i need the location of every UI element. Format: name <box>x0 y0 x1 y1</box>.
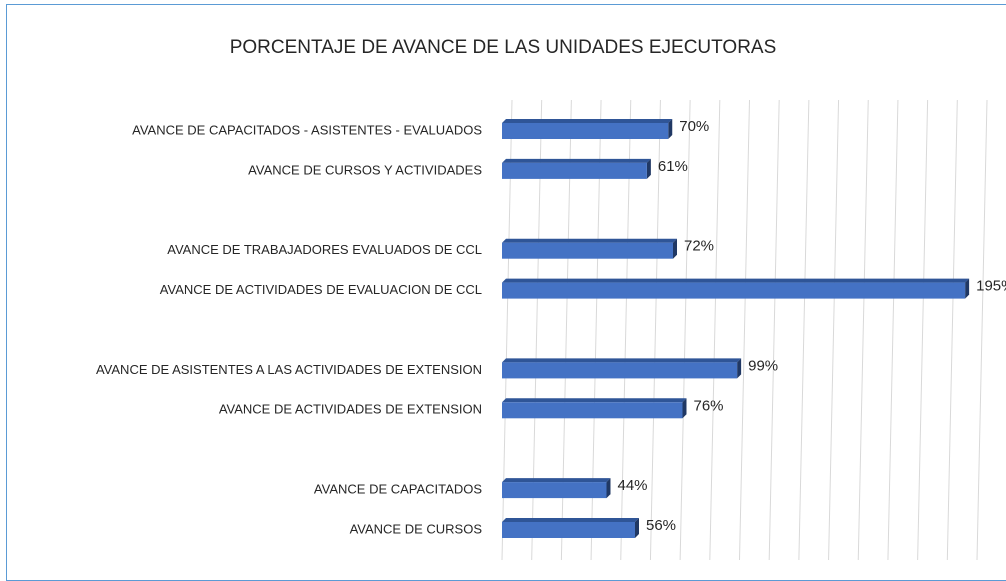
chart-title: PORCENTAJE DE AVANCE DE LAS UNIDADES EJE… <box>230 37 777 58</box>
data-label: 195% <box>976 278 1006 295</box>
bar-side <box>737 358 742 379</box>
bar-front <box>502 123 669 139</box>
bar-front <box>502 162 647 179</box>
bar-top <box>502 278 970 283</box>
data-label: 44% <box>618 477 648 494</box>
y-tick-label: AVANCE DE CURSOS <box>350 521 483 536</box>
bar-top <box>502 398 687 403</box>
grid-line <box>857 99 869 561</box>
data-label: 76% <box>694 397 724 414</box>
grid-line <box>768 99 780 561</box>
grid-line <box>679 99 691 561</box>
bar-side <box>646 158 651 179</box>
data-label: 70% <box>679 118 709 135</box>
y-tick-label: AVANCE DE CAPACITADOS <box>314 482 482 497</box>
y-tick-label: AVANCE DE ASISTENTES A LAS ACTIVIDADES D… <box>96 362 482 377</box>
bar-top <box>502 358 742 363</box>
bar <box>502 358 742 379</box>
bar-side <box>635 518 639 538</box>
bar-top <box>502 158 651 163</box>
bar-front <box>502 362 738 379</box>
bar-front <box>502 522 635 538</box>
grid-line <box>709 99 721 561</box>
bar-top <box>502 478 611 483</box>
y-tick-label: AVANCE DE CAPACITADOS - ASISTENTES - EVA… <box>132 122 482 137</box>
y-tick-label: AVANCE DE TRABAJADORES EVALUADOS DE CCL <box>167 242 482 257</box>
grid-line <box>976 99 988 561</box>
bar <box>502 398 687 419</box>
bar <box>502 119 673 139</box>
bar-side <box>682 398 687 419</box>
bar-top <box>502 119 673 123</box>
bar <box>502 478 611 499</box>
bar-top <box>502 518 639 522</box>
data-label: 56% <box>646 517 676 534</box>
bar <box>502 158 651 179</box>
bar-front <box>502 282 966 299</box>
bar <box>502 278 970 299</box>
bar-front <box>502 242 673 259</box>
bar-side <box>668 119 673 139</box>
grid-line <box>649 99 661 561</box>
data-label: 72% <box>684 238 714 255</box>
grid-line <box>887 99 899 561</box>
bar-top <box>502 238 677 243</box>
data-label: 61% <box>658 158 688 175</box>
bar <box>502 518 639 538</box>
grid-line <box>828 99 840 561</box>
grid-line <box>798 99 810 561</box>
grid-line <box>917 99 929 561</box>
bar-side <box>606 478 611 499</box>
bar <box>502 238 677 259</box>
bar-side <box>673 238 677 259</box>
bar-front <box>502 402 683 419</box>
y-tick-label: AVANCE DE ACTIVIDADES DE EXTENSION <box>219 402 482 417</box>
grid-line <box>946 99 958 561</box>
grid-line <box>739 99 750 561</box>
data-label: 99% <box>748 357 778 374</box>
bar-front <box>502 482 607 499</box>
bar-side <box>965 278 970 299</box>
y-tick-label: AVANCE DE CURSOS Y ACTIVIDADES <box>248 162 482 177</box>
y-tick-label: AVANCE DE ACTIVIDADES DE EVALUACION DE C… <box>160 282 482 297</box>
